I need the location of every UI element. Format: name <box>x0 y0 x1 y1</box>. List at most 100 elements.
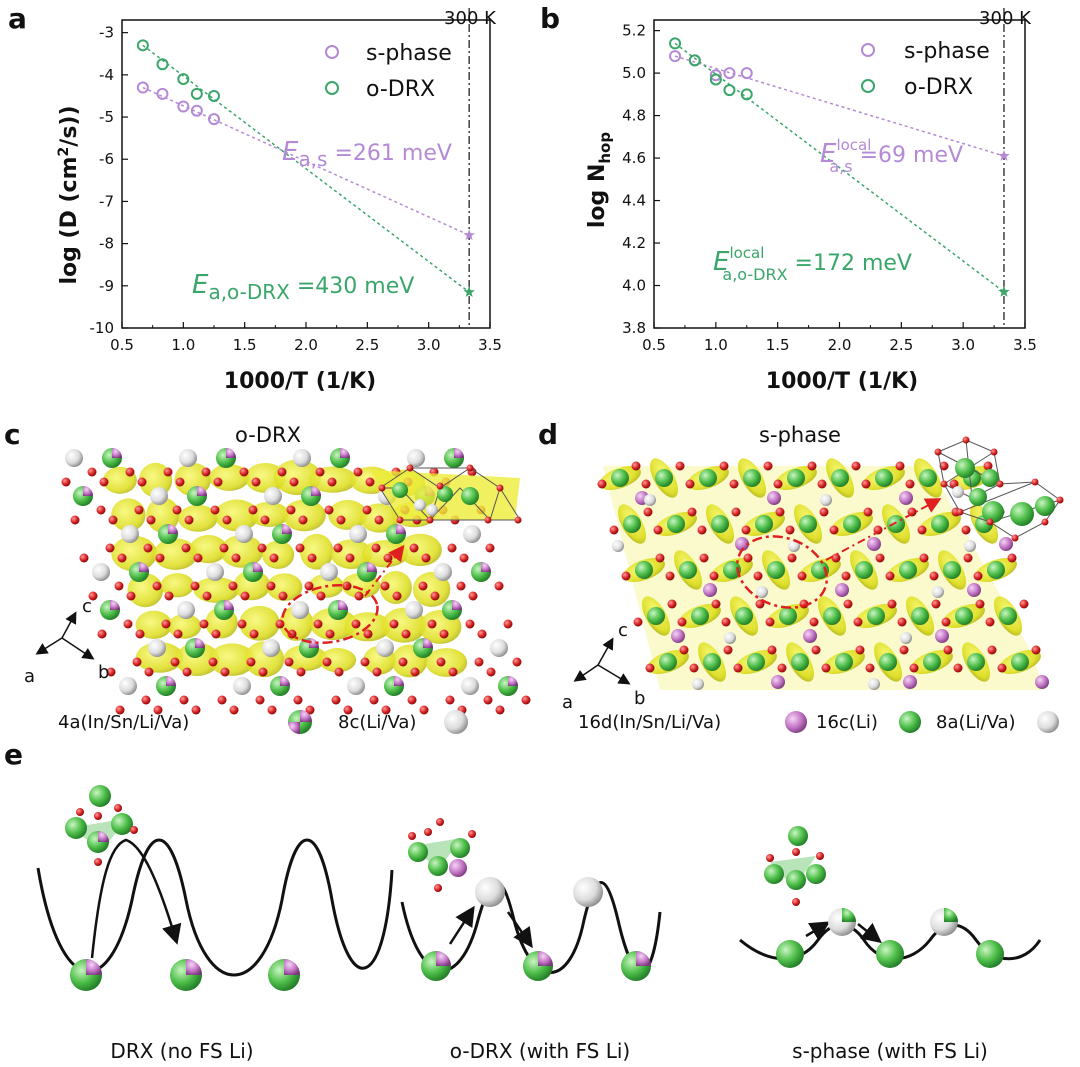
atom-16c <box>623 515 641 533</box>
oxygen-atom <box>477 629 487 639</box>
atom-16c <box>843 515 861 533</box>
y-tick-label: 5.0 <box>622 64 646 82</box>
x-tick-label: 1.5 <box>233 336 257 354</box>
atom-8c <box>490 639 508 657</box>
oxygen-atom <box>421 553 431 563</box>
chart-a-ylabel: log (D (cm2/s)) <box>56 105 82 284</box>
oxygen-atom <box>284 657 294 667</box>
atom-16c <box>787 469 805 487</box>
atom-16c <box>691 607 709 625</box>
oxygen-atom <box>941 617 951 627</box>
oxygen-atom <box>316 591 326 601</box>
legend-s-phase-marker-b <box>861 43 875 57</box>
chart-b-temp-label: 300 K <box>979 8 1032 29</box>
oxygen-atom <box>861 479 871 489</box>
oxygen-atom <box>685 479 695 489</box>
oxygen-atom <box>246 657 256 667</box>
panel-letter-b: b <box>540 2 561 35</box>
x-tick-label: 1.0 <box>704 336 728 354</box>
isosurface-blob <box>379 570 412 605</box>
atom-16c <box>967 653 985 671</box>
oxygen-atom <box>1019 599 1029 609</box>
isosurface-blob <box>282 499 326 532</box>
oxygen-atom <box>258 667 268 677</box>
oxygen-atom <box>709 571 719 581</box>
oxygen-atom <box>943 645 953 655</box>
atom-16c <box>1011 653 1029 671</box>
atom-16c <box>923 653 941 671</box>
oxygen-atom <box>897 617 907 627</box>
structure-c-inset-arrow <box>364 544 405 597</box>
x-tick-label: 2.5 <box>355 336 379 354</box>
oxygen-atom <box>143 543 153 553</box>
oxygen-atom <box>79 553 89 563</box>
oxygen-atom <box>841 571 851 581</box>
atom-4a <box>270 676 290 696</box>
oxygen-atom <box>278 591 288 601</box>
oxygen-atom <box>137 477 147 487</box>
oxygen-atom <box>787 553 797 563</box>
oxygen-atom <box>975 599 985 609</box>
oxygen-atom <box>895 461 905 471</box>
oxygen-atom <box>641 479 651 489</box>
oxygen-atom <box>97 629 107 639</box>
atom-8a <box>820 494 832 506</box>
atom-4a <box>272 524 292 544</box>
atom-16d <box>735 537 749 551</box>
oxygen-atom <box>494 581 504 591</box>
x-tick-label: 3.0 <box>417 336 441 354</box>
oxygen-atom <box>381 705 391 715</box>
isosurface-blob <box>299 533 334 570</box>
atom-4a <box>102 448 122 468</box>
atom-16c <box>611 469 629 487</box>
oxygen-atom <box>811 645 821 655</box>
isosurface-blob <box>135 642 184 673</box>
isosurface-blob <box>208 643 256 676</box>
oxygen-atom <box>96 505 106 515</box>
legend-o-drx-label-b: o-DRX <box>904 75 973 100</box>
extrapolated-star <box>998 285 1010 297</box>
structure-c-axes <box>35 611 95 660</box>
oxygen-atom <box>427 619 437 629</box>
atom-8a <box>900 632 912 644</box>
isosurface-blob <box>146 497 180 533</box>
atom-8c <box>92 563 110 581</box>
oxygen-atom <box>251 477 261 487</box>
atom-4a <box>156 676 176 696</box>
oxygen-atom <box>733 663 743 673</box>
data-point <box>177 100 190 113</box>
oxygen-atom <box>418 581 428 591</box>
oxygen-atom <box>191 705 201 715</box>
oxygen-atom <box>819 507 829 517</box>
y-tick-label: 4.8 <box>622 107 646 125</box>
oxygen-atom <box>360 657 370 667</box>
isosurface-blob <box>425 648 468 677</box>
oxygen-atom <box>202 591 212 601</box>
oxygen-atom <box>117 553 127 563</box>
isosurface-blob <box>266 573 303 601</box>
green-atom-icon <box>976 940 1004 968</box>
oxygen-atom <box>298 515 308 525</box>
oxygen-atom <box>675 461 685 471</box>
isosurface-blob <box>398 533 442 567</box>
tetrahedral-cluster-icon <box>408 818 476 892</box>
data-point <box>136 39 149 52</box>
atom-16c <box>867 607 885 625</box>
structure-d-lattice <box>597 458 1049 690</box>
atom-16c <box>823 607 841 625</box>
atom-16c <box>711 515 729 533</box>
atom-16c <box>855 561 873 579</box>
oxygen-atom <box>389 619 399 629</box>
oxygen-atom <box>295 543 305 553</box>
data-point <box>156 58 169 71</box>
atom-16c <box>703 653 721 671</box>
chart-a: 0.5 1.0 1.5 2.0 2.5 3.0 3.5 -3 -4 -5 -6 -7 -8 -9 -10 1… <box>56 8 502 394</box>
atom-8c <box>320 563 338 581</box>
structure-d-inset-arrow <box>825 498 942 561</box>
green-atom-icon <box>876 940 904 968</box>
atom-4a <box>214 600 234 620</box>
oxygen-atom <box>409 543 419 553</box>
oxygen-atom <box>521 695 531 705</box>
oxygen-atom <box>237 619 247 629</box>
oxygen-atom <box>410 667 420 677</box>
